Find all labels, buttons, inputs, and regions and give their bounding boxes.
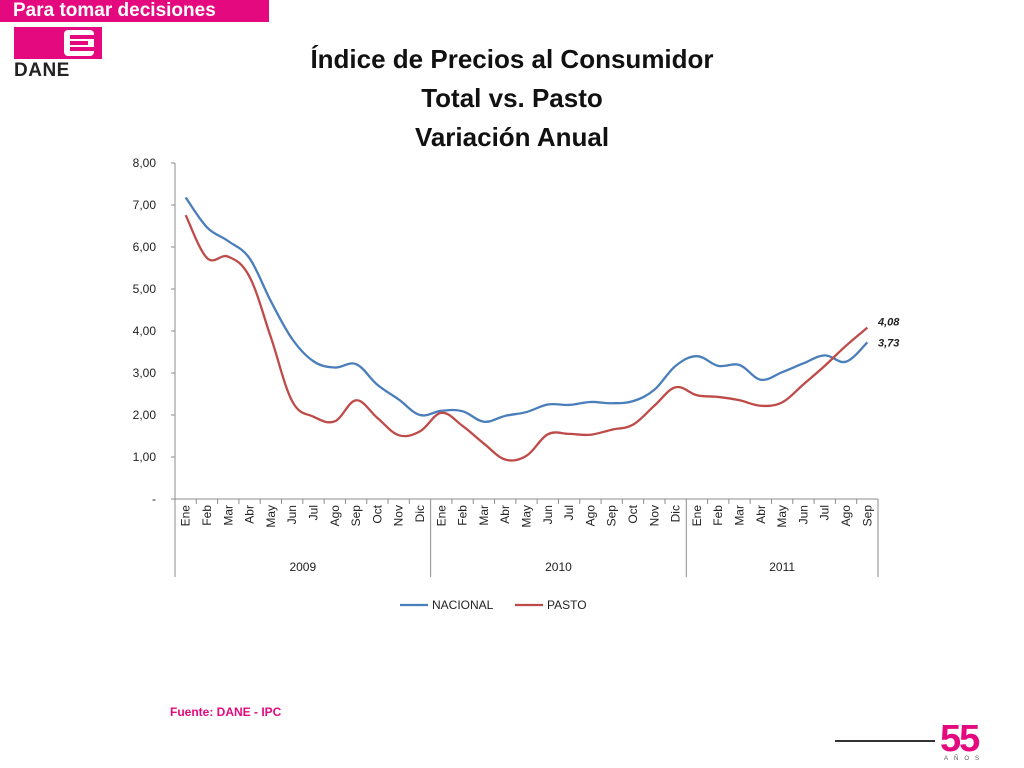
y-tick-label: 5,00	[133, 282, 157, 296]
x-tick-label: Mar	[733, 505, 747, 526]
x-tick-label: Sep	[349, 505, 363, 527]
y-tick-label: 4,00	[133, 324, 157, 338]
y-tick-label: 7,00	[133, 198, 157, 212]
year-label: 2009	[289, 560, 316, 574]
x-tick-label: Ene	[690, 505, 704, 527]
x-tick-label: Jul	[306, 505, 320, 520]
series-line-pasto	[184, 214, 869, 462]
slogan-banner: Para tomar decisiones	[0, 0, 269, 22]
title-line-2: Total vs. Pasto	[421, 83, 603, 113]
title-line-3: Variación Anual	[414, 122, 610, 152]
x-tick-label: Ene	[434, 505, 448, 527]
x-tick-label: Feb	[200, 505, 214, 526]
x-tick-label: Abr	[754, 505, 768, 524]
x-tick-label: Feb	[711, 505, 725, 526]
y-tick-label: 1,00	[133, 450, 157, 464]
series-line-nacional	[184, 196, 869, 423]
title-line-1: Índice de Precios al Consumidor	[310, 44, 714, 74]
anniversary-logo: 55 AÑOS	[940, 720, 1002, 766]
x-tick-label: Abr	[243, 505, 257, 524]
y-tick-label: 3,00	[133, 366, 157, 380]
x-tick-label: Ago	[328, 505, 342, 527]
x-tick-label: Jun	[541, 505, 555, 524]
x-tick-label: Mar	[477, 505, 491, 526]
legend-label-pasto: PASTO	[547, 598, 587, 612]
anniversary-text: AÑOS	[944, 756, 986, 762]
y-tick-label: -	[152, 492, 156, 506]
legend-label-nacional: NACIONAL	[432, 598, 494, 612]
x-tick-label: Jun	[285, 505, 299, 524]
x-tick-label: May	[775, 505, 789, 528]
x-tick-label: Feb	[456, 505, 470, 526]
page-title: Índice de Precios al Consumidor Total vs…	[212, 40, 812, 157]
year-label: 2010	[545, 560, 572, 574]
x-tick-label: May	[264, 505, 278, 528]
dane-logo-icon	[14, 27, 102, 59]
x-tick-label: May	[520, 505, 534, 528]
year-label: 2011	[769, 560, 795, 574]
x-tick-label: Oct	[626, 504, 640, 523]
x-tick-label: Ago	[839, 505, 853, 527]
x-tick-label: Nov	[647, 505, 661, 526]
y-tick-label: 2,00	[133, 408, 157, 422]
x-tick-label: Jun	[796, 505, 810, 524]
x-tick-label: Sep	[605, 505, 619, 527]
x-tick-label: Mar	[221, 505, 235, 526]
x-tick-label: Dic	[669, 505, 683, 522]
footer-divider	[835, 740, 935, 742]
data-label-pasto: 4,08	[877, 317, 900, 329]
x-tick-label: Oct	[370, 504, 384, 523]
source-note: Fuente: DANE - IPC	[170, 705, 282, 719]
x-tick-label: Nov	[392, 505, 406, 526]
data-label-nacional: 3,73	[878, 337, 899, 349]
x-tick-label: Ago	[583, 505, 597, 527]
x-tick-label: Dic	[413, 505, 427, 522]
x-tick-label: Ene	[179, 505, 193, 527]
x-tick-label: Jul	[818, 505, 832, 520]
x-tick-label: Abr	[498, 505, 512, 524]
x-tick-label: Sep	[860, 505, 874, 527]
y-tick-label: 8,00	[133, 156, 157, 170]
x-tick-label: Jul	[562, 505, 576, 520]
logo-text: DANE	[14, 60, 70, 81]
anniversary-number: 55	[940, 718, 980, 760]
y-tick-label: 6,00	[133, 240, 157, 254]
